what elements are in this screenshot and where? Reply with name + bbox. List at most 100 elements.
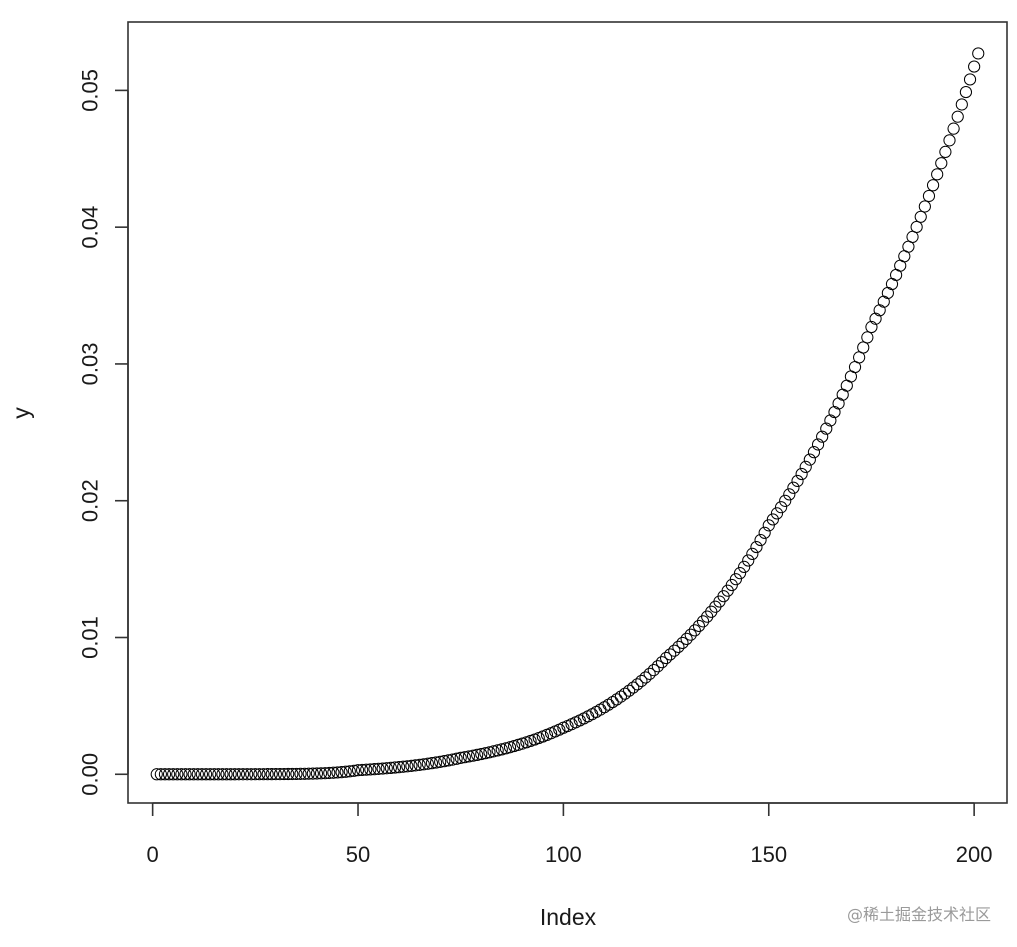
data-point: [664, 648, 677, 661]
data-point: [931, 168, 944, 181]
data-point: [910, 220, 923, 234]
data-point: [832, 397, 845, 410]
data-point: [627, 681, 640, 694]
data-point: [738, 560, 751, 574]
y-tick-label: 0.04: [78, 206, 103, 249]
data-point: [273, 767, 287, 781]
data-point: [857, 341, 870, 354]
data-point: [816, 430, 829, 443]
data-point: [335, 766, 348, 779]
data-point: [347, 764, 361, 777]
data-point: [869, 312, 882, 325]
x-tick-label: 150: [750, 842, 787, 867]
data-point: [495, 743, 508, 756]
data-point: [861, 331, 874, 344]
data-point: [372, 762, 385, 775]
data-point: [602, 698, 615, 711]
data-point: [204, 768, 217, 781]
data-point: [684, 628, 697, 641]
data-point: [614, 690, 628, 703]
y-tick-label: 0.05: [78, 69, 103, 112]
data-point: [774, 501, 788, 514]
y-tick-label: 0.00: [78, 753, 103, 796]
data-point: [339, 765, 352, 778]
data-point: [803, 453, 816, 466]
data-point: [356, 763, 369, 777]
data-point: [310, 767, 324, 780]
data-point: [401, 760, 414, 773]
x-tick-label: 50: [346, 842, 370, 867]
y-tick-label: 0.02: [78, 479, 103, 522]
x-axis-title: Index: [540, 904, 597, 930]
data-point: [623, 684, 636, 697]
data-point: [438, 755, 451, 768]
data-point: [212, 768, 225, 781]
data-point: [388, 761, 402, 774]
data-point: [294, 767, 307, 780]
data-point: [392, 761, 406, 774]
data-point: [195, 768, 209, 781]
data-point: [750, 540, 763, 554]
data-point: [795, 467, 808, 481]
data-point: [150, 768, 163, 781]
data-point: [598, 701, 611, 714]
data-point: [306, 767, 319, 780]
data-point: [257, 768, 270, 781]
data-point: [327, 766, 340, 779]
data-point: [824, 414, 837, 427]
data-point: [208, 768, 221, 781]
data-point: [450, 752, 463, 765]
data-point: [705, 605, 718, 618]
data-point: [676, 636, 689, 650]
data-point: [446, 753, 459, 766]
x-tick-label: 200: [956, 842, 993, 867]
data-point: [191, 768, 204, 781]
data-point: [154, 768, 167, 781]
data-point: [918, 200, 931, 213]
data-point: [968, 60, 981, 73]
data-point: [290, 767, 303, 781]
data-point: [639, 671, 652, 684]
data-point: [914, 210, 927, 223]
data-point: [236, 768, 250, 781]
data-point: [647, 664, 660, 677]
data-point: [483, 746, 496, 759]
data-point: [232, 768, 245, 781]
data-point: [364, 763, 377, 776]
data-point: [701, 610, 714, 623]
data-point: [606, 695, 619, 709]
data-point: [314, 767, 328, 780]
data-point: [249, 768, 262, 781]
data-point: [688, 624, 701, 637]
data-point: [458, 751, 471, 764]
data-point: [799, 460, 812, 473]
data-point: [631, 678, 644, 691]
data-point: [323, 766, 336, 780]
data-point: [199, 768, 213, 781]
data-point: [479, 747, 492, 760]
data-point: [779, 494, 792, 507]
data-point: [503, 741, 517, 754]
data-point: [175, 768, 188, 781]
data-point: [590, 705, 603, 719]
data-point: [224, 768, 237, 781]
data-point: [963, 73, 977, 86]
data-point: [659, 651, 673, 665]
data-point: [787, 481, 800, 494]
data-point: [729, 573, 743, 586]
data-point: [421, 757, 434, 770]
data-point: [807, 446, 821, 459]
data-point: [442, 754, 455, 767]
data-point: [655, 656, 669, 669]
data-point: [380, 762, 393, 775]
data-point: [409, 759, 422, 772]
data-point: [220, 768, 233, 781]
data-point: [877, 295, 890, 308]
data-point: [298, 767, 311, 780]
data-point: [434, 755, 447, 768]
data-point: [811, 438, 825, 451]
x-tick-label: 0: [147, 842, 159, 867]
data-point: [228, 768, 241, 781]
data-point: [376, 762, 389, 775]
